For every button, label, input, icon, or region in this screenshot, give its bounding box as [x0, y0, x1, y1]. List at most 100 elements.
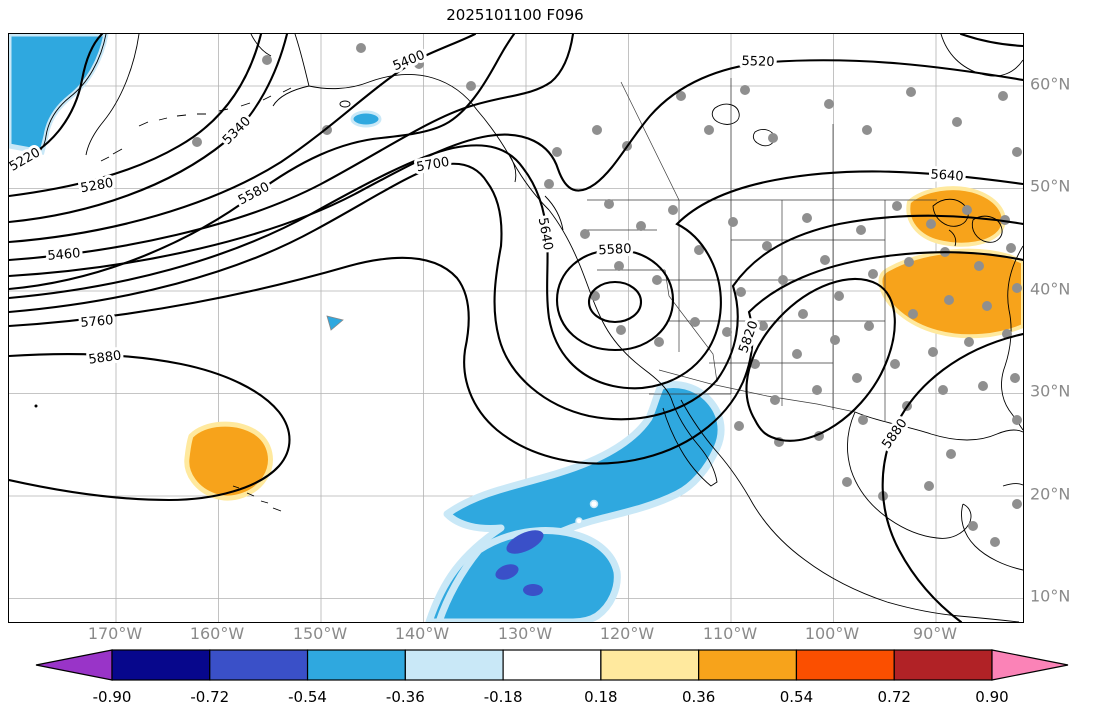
- contour-label-5580: 5580: [598, 242, 632, 259]
- station-dot: [1010, 373, 1020, 383]
- station-dot: [944, 295, 954, 305]
- station-dot: [978, 381, 988, 391]
- station-dot: [768, 133, 778, 143]
- lon-tick-label: 150°W: [292, 624, 348, 643]
- station-dot: [466, 81, 476, 91]
- strong-negative-spot: [523, 584, 543, 596]
- colorbar-tick-label: -0.36: [386, 688, 425, 706]
- station-dot: [834, 291, 844, 301]
- lat-tick-label: 30°N: [1030, 381, 1071, 401]
- station-dot: [802, 213, 812, 223]
- contour-5460-ne: [959, 34, 1023, 48]
- colorbar-tick-label: 0.54: [780, 688, 813, 706]
- positive-anomaly-east-us: [878, 248, 1023, 339]
- station-dot: [858, 415, 868, 425]
- contour-5400: [9, 34, 477, 244]
- station-dot: [580, 229, 590, 239]
- station-dot: [824, 99, 834, 109]
- contour-5880-west: [9, 353, 291, 502]
- negative-anomaly-small-patch: [350, 110, 382, 128]
- station-dot: [820, 255, 830, 265]
- station-dot: [798, 309, 808, 319]
- contour-label-5340: 5340: [220, 114, 254, 148]
- colorbar-segment: [698, 649, 798, 681]
- station-dot: [676, 91, 686, 101]
- station-dot: [592, 125, 602, 135]
- station-dot: [544, 179, 554, 189]
- colorbar-tick-label: -0.72: [190, 688, 229, 706]
- colorbar-tick-label: 0.36: [682, 688, 715, 706]
- station-dot: [1012, 415, 1022, 425]
- station-dot: [974, 261, 984, 271]
- contour-5820-closed: [745, 277, 896, 442]
- lat-tick-label: 10°N: [1030, 586, 1071, 606]
- station-dot: [728, 217, 738, 227]
- station-dot: [990, 537, 1000, 547]
- contour-label-5400: 5400: [391, 48, 427, 74]
- lon-tick-label: 140°W: [394, 624, 450, 643]
- station-dot: [964, 337, 974, 347]
- contour-inner-closed: [587, 280, 643, 324]
- station-dot: [792, 349, 802, 359]
- station-dot: [842, 477, 852, 487]
- colorbar-segment: [306, 649, 406, 681]
- contour-label-5760: 5760: [80, 313, 114, 331]
- station-dot: [778, 275, 788, 285]
- colorbar-tick-label: -0.90: [93, 688, 132, 706]
- contour-label-5880: 5880: [88, 348, 123, 367]
- colorbar-tick-label: 0.18: [584, 688, 617, 706]
- contour-5340: [9, 34, 289, 224]
- station-dot: [908, 309, 918, 319]
- colorbar-segment: [893, 649, 993, 681]
- colorbar-tick-label: 0.90: [975, 688, 1008, 706]
- station-dot: [614, 261, 624, 271]
- contour-label-5820: 5820: [736, 319, 761, 355]
- station-dot: [770, 395, 780, 405]
- station-dot: [982, 301, 992, 311]
- colorbar-tick-label: -0.54: [288, 688, 327, 706]
- station-dot: [652, 275, 662, 285]
- colorbar-segment: [111, 649, 211, 681]
- map-frame: 5220 5280 5340 5400 5460 5520 5580 5580 5640 5640…: [8, 33, 1024, 623]
- colorbar-segment: [600, 649, 700, 681]
- island-dot: [34, 404, 38, 408]
- station-dot: [998, 91, 1008, 101]
- colorbar-segment: [795, 649, 895, 681]
- station-dot: [852, 373, 862, 383]
- lon-tick-label: 160°W: [189, 624, 245, 643]
- negative-anomaly-okhotsk: [9, 34, 109, 155]
- strong-negative-spot: [495, 564, 519, 580]
- station-dot: [830, 335, 840, 345]
- station-dot: [668, 205, 678, 215]
- station-dot: [356, 43, 366, 53]
- station-dot: [892, 201, 902, 211]
- station-dot: [704, 125, 714, 135]
- colorbar-segment: [502, 649, 602, 681]
- lon-tick-label: 110°W: [702, 624, 758, 643]
- negative-anomaly-tropical-blob: [435, 527, 621, 622]
- colorbar-segment: [404, 649, 504, 681]
- colorbar-segment: [209, 649, 309, 681]
- contour-5700: [9, 162, 1023, 421]
- station-dot: [890, 359, 900, 369]
- contour-5280: [9, 34, 263, 198]
- lon-tick-label: 170°W: [87, 624, 143, 643]
- station-dot: [928, 347, 938, 357]
- page-title: 2025101100 F096: [446, 6, 584, 24]
- contour-label-5460: 5460: [47, 246, 81, 264]
- contour-label-5640: 5640: [535, 216, 556, 251]
- station-dot: [604, 199, 614, 209]
- neutral-speck: [575, 517, 583, 525]
- strong-negative-spot: [506, 530, 544, 554]
- station-dot: [758, 321, 768, 331]
- lat-tick-label: 40°N: [1030, 279, 1071, 299]
- contour-5580-closed: [555, 248, 675, 352]
- negative-anomaly-tiny-patch: [326, 315, 344, 331]
- station-dot: [1006, 243, 1016, 253]
- station-dot: [690, 317, 700, 327]
- station-dot: [1012, 499, 1022, 509]
- station-dot: [946, 449, 956, 459]
- station-dot: [552, 147, 562, 157]
- positive-anomaly-hawaii: [184, 421, 273, 501]
